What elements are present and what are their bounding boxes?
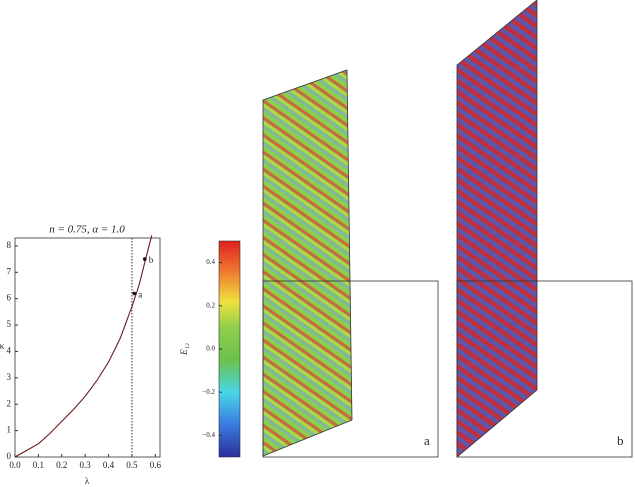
panel-label: b bbox=[617, 433, 624, 448]
y-tick-label: 6 bbox=[7, 293, 12, 303]
panel-box bbox=[456, 280, 633, 458]
y-tick-label: 1 bbox=[7, 425, 12, 435]
x-tick-label: 0.1 bbox=[33, 460, 44, 470]
point-marker bbox=[142, 257, 147, 261]
colorbar-label: E₁₂ bbox=[179, 343, 189, 356]
y-tick-label: 7 bbox=[7, 266, 12, 276]
x-axis-label: λ bbox=[85, 476, 90, 486]
point-label: a bbox=[138, 289, 142, 299]
colorbar-tick-label: 0.2 bbox=[206, 301, 215, 309]
plot-frame bbox=[14, 237, 161, 458]
y-tick-label: 4 bbox=[7, 346, 12, 356]
colorbar-tick-label: −0.4 bbox=[202, 431, 215, 439]
colorbar bbox=[218, 240, 241, 458]
x-tick-label: 0.5 bbox=[126, 460, 138, 470]
panel-label: a bbox=[424, 433, 430, 448]
y-tick-label: 5 bbox=[7, 319, 12, 329]
x-tick-label: 0.3 bbox=[80, 460, 92, 470]
colorbar-tick-label: 0.4 bbox=[206, 258, 215, 266]
point-marker bbox=[132, 291, 137, 296]
y-tick-label: 0 bbox=[7, 451, 12, 461]
x-tick-label: 0.2 bbox=[56, 460, 67, 470]
point-label: b bbox=[149, 255, 154, 265]
panel-box bbox=[262, 280, 439, 458]
deformed-sheet-b bbox=[456, 0, 538, 458]
y-axis-label: κ bbox=[0, 341, 5, 351]
chart-title: n = 0.75, α = 1.0 bbox=[49, 224, 125, 236]
x-tick-label: 0.6 bbox=[150, 460, 162, 470]
y-tick-label: 3 bbox=[7, 372, 12, 382]
x-tick-label: 0.4 bbox=[103, 460, 115, 470]
deformed-sheet-a bbox=[262, 69, 353, 457]
y-tick-label: 8 bbox=[7, 240, 12, 250]
panels: a b bbox=[262, 0, 633, 458]
y-tick-label: 2 bbox=[7, 398, 12, 408]
colorbar-tick-label: 0.0 bbox=[206, 345, 215, 353]
colorbar-tick-label: −0.2 bbox=[202, 388, 215, 396]
curve bbox=[14, 235, 153, 458]
x-tick-label: 0.0 bbox=[9, 460, 21, 470]
